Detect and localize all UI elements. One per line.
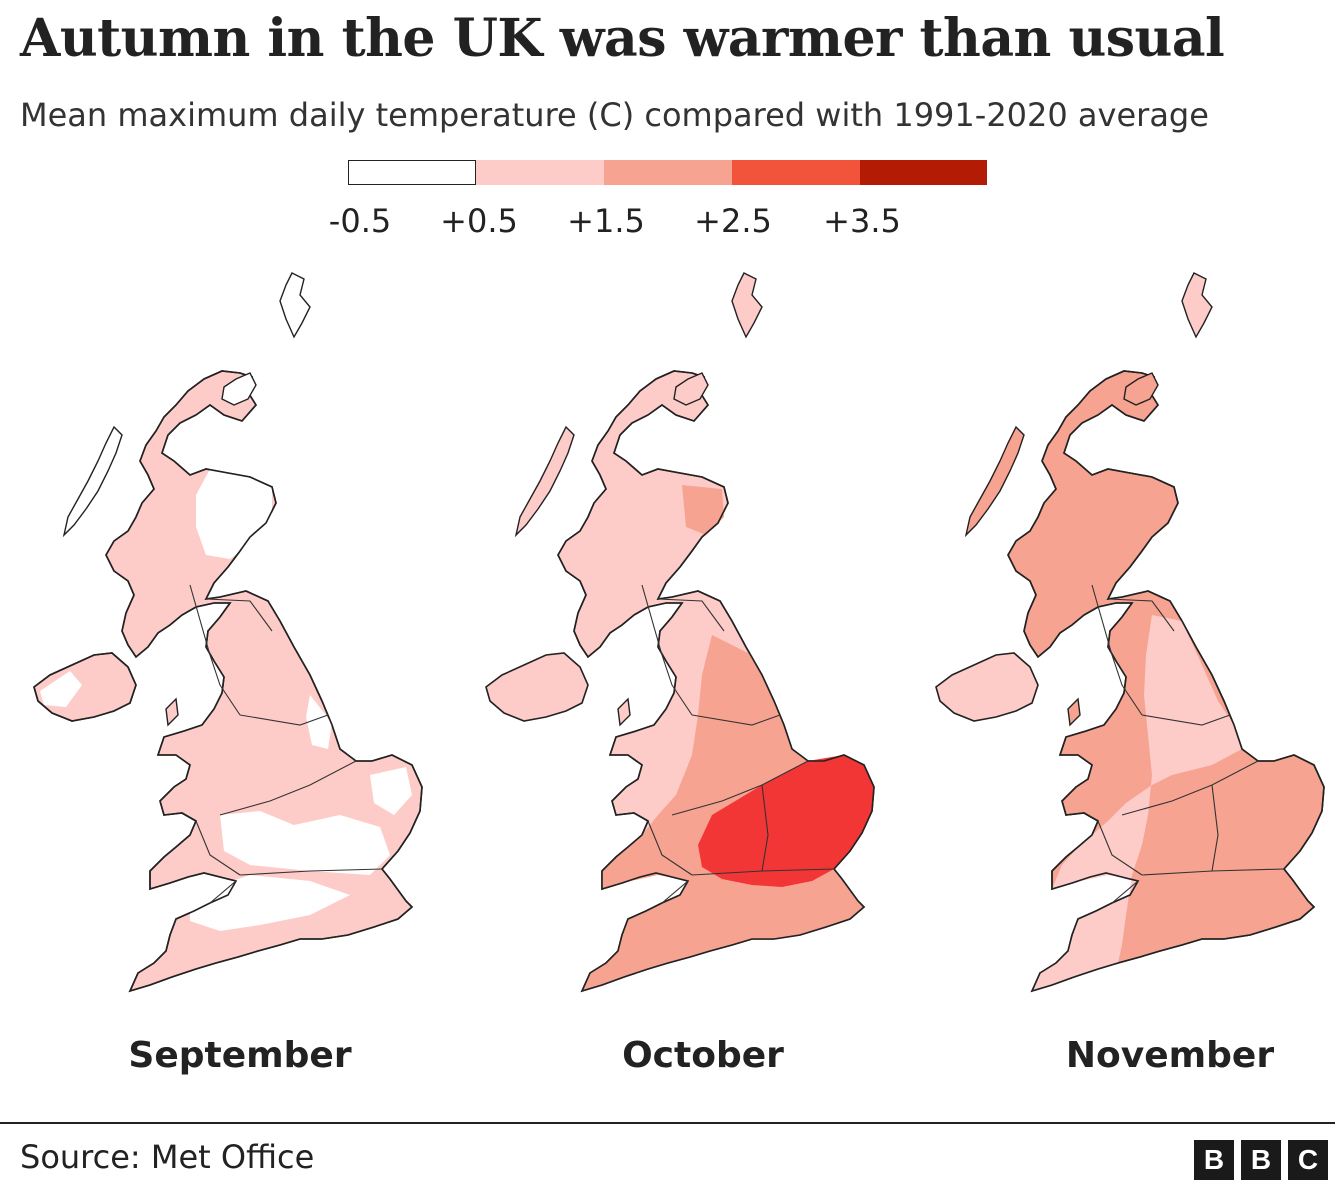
chart-title: Autumn in the UK was warmer than usual bbox=[20, 8, 1225, 69]
map-label-september: September bbox=[128, 1035, 352, 1076]
footer-divider bbox=[0, 1122, 1335, 1124]
legend-tick-1: -0.5 bbox=[328, 202, 392, 240]
legend-tick-5: +3.5 bbox=[823, 202, 901, 240]
legend-swatch-3 bbox=[604, 160, 732, 185]
legend-swatch-1 bbox=[348, 160, 476, 185]
bbc-logo-letter: C bbox=[1288, 1140, 1328, 1180]
map-november bbox=[935, 272, 1325, 992]
legend-swatch-2 bbox=[476, 160, 604, 185]
legend-swatch-5 bbox=[860, 160, 987, 185]
map-label-october: October bbox=[622, 1035, 784, 1076]
chart-subtitle: Mean maximum daily temperature (C) compa… bbox=[20, 96, 1209, 134]
bbc-logo-letter: B bbox=[1241, 1140, 1281, 1180]
legend-tick-3: +1.5 bbox=[567, 202, 645, 240]
uk-maps-svg bbox=[33, 272, 1325, 992]
legend-swatch-4 bbox=[732, 160, 860, 185]
legend-tick-2: +0.5 bbox=[440, 202, 518, 240]
source-note: Source: Met Office bbox=[20, 1138, 315, 1176]
uk-maps bbox=[0, 255, 1335, 1015]
map-label-november: November bbox=[1065, 1035, 1275, 1076]
map-october bbox=[485, 272, 875, 992]
map-september bbox=[33, 272, 423, 992]
color-legend: -0.5 +0.5 +1.5 +2.5 +3.5 bbox=[329, 160, 988, 260]
legend-tick-4: +2.5 bbox=[694, 202, 772, 240]
bbc-logo-letter: B bbox=[1194, 1140, 1234, 1180]
bbc-logo: B B C bbox=[1194, 1140, 1328, 1180]
